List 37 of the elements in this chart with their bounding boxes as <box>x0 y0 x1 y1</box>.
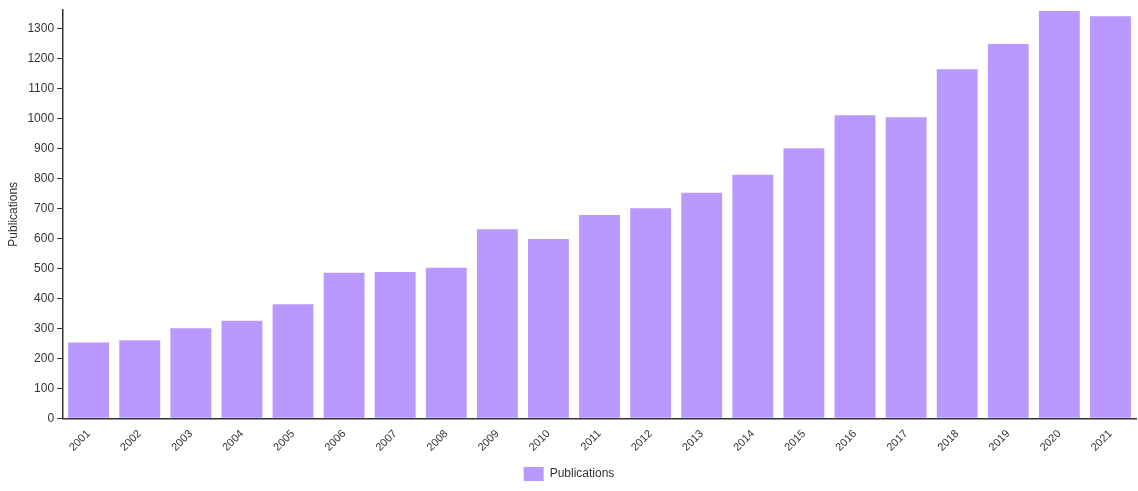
y-tick-label: 1300 <box>27 20 55 35</box>
bar <box>528 238 569 418</box>
y-tick-label: 1000 <box>27 110 55 125</box>
y-tick-label: 1200 <box>27 50 55 65</box>
bar <box>834 115 876 418</box>
y-tick-label: 400 <box>34 290 55 305</box>
y-tick-label: 100 <box>34 380 55 395</box>
bar <box>425 267 467 418</box>
bar <box>987 44 1029 418</box>
y-tick-label: 0 <box>47 410 55 425</box>
bar <box>783 148 825 418</box>
bar <box>630 208 672 418</box>
bar <box>579 214 620 418</box>
y-tick-label: 600 <box>34 230 55 245</box>
bar <box>68 342 110 418</box>
bar <box>119 340 161 418</box>
bar <box>681 192 723 418</box>
bar <box>936 69 978 418</box>
y-tick-label: 900 <box>34 140 55 155</box>
y-tick-label: 200 <box>34 350 55 365</box>
legend-label: Publications <box>549 466 615 481</box>
bar <box>732 174 774 418</box>
bar <box>221 320 263 418</box>
y-tick-label: 300 <box>34 320 55 335</box>
bar <box>374 271 416 418</box>
y-tick-label: 800 <box>34 170 55 185</box>
y-axis-title: Publications <box>5 181 20 247</box>
bar <box>1038 11 1080 418</box>
bar <box>476 229 518 418</box>
bar <box>170 328 212 418</box>
y-tick-label: 700 <box>34 200 55 215</box>
bar <box>1090 16 1131 418</box>
bar <box>272 304 314 418</box>
y-tick-label: 1100 <box>28 80 55 95</box>
bar <box>885 117 927 418</box>
y-tick-label: 500 <box>34 260 55 275</box>
bar <box>323 272 365 418</box>
